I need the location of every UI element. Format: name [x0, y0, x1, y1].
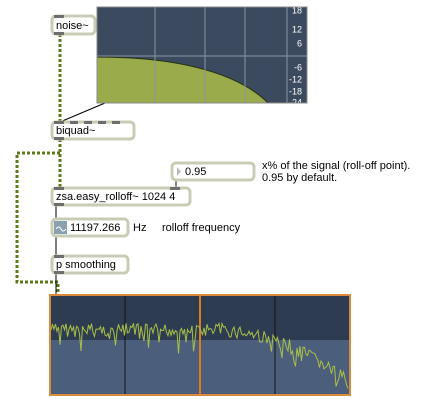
object-label: noise~ [56, 20, 89, 32]
db-label: 12 [292, 24, 302, 34]
object-noise[interactable]: noise~ [50, 14, 97, 36]
comment: rolloff frequency [162, 222, 241, 234]
number-threshold[interactable]: 0.95 [170, 161, 256, 182]
spectrum-display [49, 294, 351, 396]
number-value: 11197.266 [70, 222, 120, 234]
spectrum-trace [50, 321, 349, 389]
object-biquad[interactable]: biquad~ [50, 120, 136, 141]
db-label: -24 [289, 97, 302, 107]
patch-cord [59, 102, 106, 123]
object-label: p smoothing [56, 259, 116, 271]
object-label: zsa.easy_rolloff~ 1024 4 [56, 191, 175, 203]
db-label: -6 [294, 62, 302, 72]
filter-curve [96, 56, 270, 104]
object-rolloff[interactable]: zsa.easy_rolloff~ 1024 4 [50, 186, 192, 207]
db-label: 18 [292, 5, 302, 15]
db-label: 6 [297, 38, 302, 48]
spectrum-border [49, 294, 351, 396]
object-smoothing[interactable]: p smoothing [50, 254, 130, 275]
number-value: 0.95 [185, 166, 206, 178]
comment: 0.95 by default. [262, 172, 337, 184]
object-label: biquad~ [56, 125, 95, 137]
filtergraph-border [96, 6, 308, 104]
patch-cord [15, 151, 60, 295]
db-label: -18 [289, 86, 302, 96]
db-label: -12 [289, 74, 302, 84]
comment: Hz [133, 222, 146, 234]
number-frequency[interactable]: 11197.266 [50, 217, 130, 238]
comment: x% of the signal (roll-off point). [262, 160, 410, 172]
filtergraph[interactable]: 18 12 6 -6 -12 -18 -24 [96, 5, 308, 107]
